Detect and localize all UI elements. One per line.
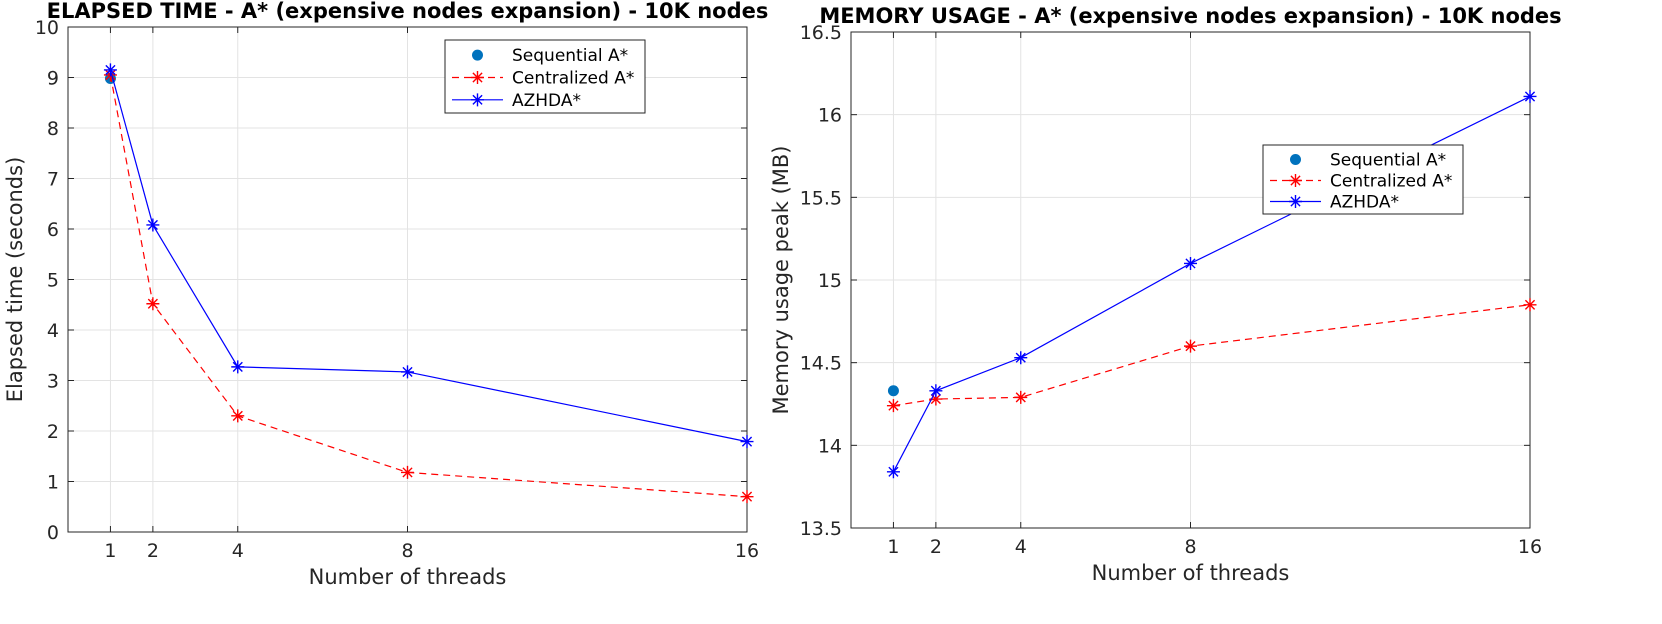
legend-label: AZHDA*: [1330, 193, 1399, 213]
legend-marker: [472, 49, 483, 61]
legend-marker: [1289, 195, 1302, 208]
data-point: [1014, 390, 1028, 404]
y-tick-label: 15: [818, 270, 842, 292]
legend-item: Sequential A*: [1290, 151, 1446, 171]
y-tick-label: 16.5: [800, 22, 842, 44]
legend-marker: [1289, 174, 1302, 187]
y-tick-label: 6: [47, 219, 59, 241]
y-tick-label: 16: [818, 105, 842, 127]
x-tick-label: 16: [1518, 536, 1542, 558]
data-point: [929, 392, 943, 406]
x-axis-label: Number of threads: [309, 565, 507, 589]
data-point: [886, 465, 900, 479]
y-tick-label: 9: [47, 68, 59, 90]
legend-marker: [471, 71, 484, 84]
x-tick-label: 1: [887, 536, 899, 558]
y-tick-label: 5: [47, 270, 59, 292]
legend-label: AZHDA*: [512, 91, 581, 111]
data-point: [1014, 351, 1028, 365]
y-tick-label: 13.5: [800, 518, 842, 540]
data-point: [231, 409, 245, 423]
legend: Sequential A*Centralized A*AZHDA*: [1262, 144, 1464, 215]
series-azhda: [103, 63, 754, 449]
series-centralized-a: [886, 298, 1537, 413]
x-tick-label: 8: [1184, 536, 1196, 558]
chart-title: MEMORY USAGE - A* (expensive nodes expan…: [819, 4, 1561, 28]
y-tick-label: 3: [47, 371, 59, 393]
data-point: [103, 63, 117, 77]
data-point: [1184, 339, 1197, 353]
legend-marker: [471, 93, 484, 107]
y-tick-label: 15.5: [800, 187, 842, 209]
y-tick-label: 4: [47, 320, 59, 342]
series-line: [893, 304, 1531, 407]
y-tick-label: 10: [35, 17, 59, 39]
x-tick-label: 8: [401, 540, 413, 562]
legend-marker: [1290, 154, 1301, 165]
legend: Sequential A* Centralized A*AZHDA*: [444, 39, 646, 114]
x-tick-label: 16: [735, 540, 759, 562]
data-point: [740, 490, 754, 504]
legend-item: Centralized A*: [452, 69, 634, 89]
legend-item: AZHDA*: [1270, 193, 1399, 213]
data-point: [929, 384, 943, 398]
legend-item: Sequential A*: [472, 46, 628, 66]
legend-label: Centralized A*: [1330, 172, 1452, 192]
data-point: [1184, 256, 1197, 270]
legend-item: Centralized A*: [1270, 172, 1452, 192]
y-tick-label: 2: [47, 421, 59, 443]
x-tick-label: 2: [147, 540, 159, 562]
data-point: [1523, 298, 1537, 312]
data-point: [231, 360, 245, 374]
data-point: [146, 218, 160, 232]
data-point: [401, 465, 414, 479]
legend-item: AZHDA*: [452, 91, 581, 111]
legend-label: Sequential A*: [512, 46, 628, 66]
data-point: [401, 365, 414, 379]
x-tick-label: 4: [1015, 536, 1027, 558]
data-point: [1523, 89, 1537, 103]
y-tick-label: 1: [47, 472, 59, 494]
legend-label: Sequential A*: [1330, 151, 1446, 171]
chart-title: ELAPSED TIME - A* (expensive nodes expan…: [47, 0, 769, 23]
x-tick-label: 4: [232, 540, 244, 562]
y-tick-label: 7: [47, 169, 59, 191]
data-point: [886, 399, 900, 413]
y-axis-label: Memory usage peak (MB): [769, 146, 793, 415]
data-point: [740, 435, 754, 449]
y-tick-label: 14: [818, 435, 842, 457]
y-tick-label: 0: [47, 522, 59, 544]
x-tick-label: 1: [104, 540, 116, 562]
x-tick-label: 2: [930, 536, 942, 558]
series-sequential-a: [887, 385, 899, 397]
y-tick-label: 8: [47, 118, 59, 140]
x-axis-label: Number of threads: [1092, 561, 1290, 585]
y-tick-label: 14.5: [800, 353, 842, 375]
data-point: [146, 297, 160, 311]
y-axis-label: Elapsed time (seconds): [3, 157, 27, 403]
data-point: [887, 385, 899, 397]
legend-label: Centralized A*: [512, 69, 634, 89]
